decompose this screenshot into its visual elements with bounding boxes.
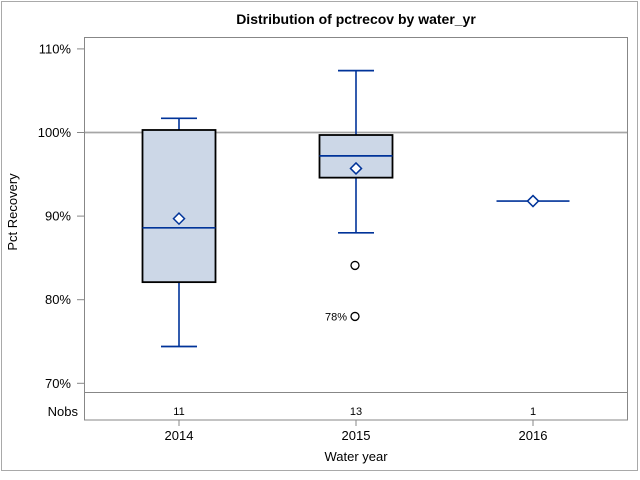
nobs-header: Nobs xyxy=(48,404,79,419)
plot-frame xyxy=(84,37,628,421)
outlier-point xyxy=(350,311,360,322)
y-tick-label: 90% xyxy=(45,209,71,224)
nobs-value: 11 xyxy=(173,406,184,418)
nobs-value: 13 xyxy=(350,406,362,418)
iqr-box xyxy=(141,129,217,284)
chart-title: Distribution of pctrecov by water_yr xyxy=(236,11,476,27)
y-axis-label: Pct Recovery xyxy=(5,173,20,251)
nobs-value: 1 xyxy=(530,406,536,418)
y-tick-label: 80% xyxy=(45,292,71,307)
y-tick-label: 110% xyxy=(39,41,72,56)
x-axis-label: Water year xyxy=(324,449,388,464)
chart-outer-border xyxy=(1,1,638,471)
mean-marker-diamond xyxy=(526,194,540,208)
box-groups: 78% xyxy=(141,69,570,348)
x-tick-label: 2016 xyxy=(519,428,548,443)
outlier-point xyxy=(350,260,360,271)
y-tick-label: 100% xyxy=(38,125,72,140)
plot-marks: 110% 100% 90% 80% 70% 2014 11 2015 13 2016 1 xyxy=(38,41,628,443)
x-tick-label: 2014 xyxy=(165,428,194,443)
mean-marker-diamond xyxy=(172,212,186,226)
outlier-label: 78% xyxy=(325,311,347,323)
x-tick-label: 2015 xyxy=(342,428,371,443)
y-tick-label: 70% xyxy=(45,376,71,391)
mean-marker-diamond xyxy=(349,161,363,176)
